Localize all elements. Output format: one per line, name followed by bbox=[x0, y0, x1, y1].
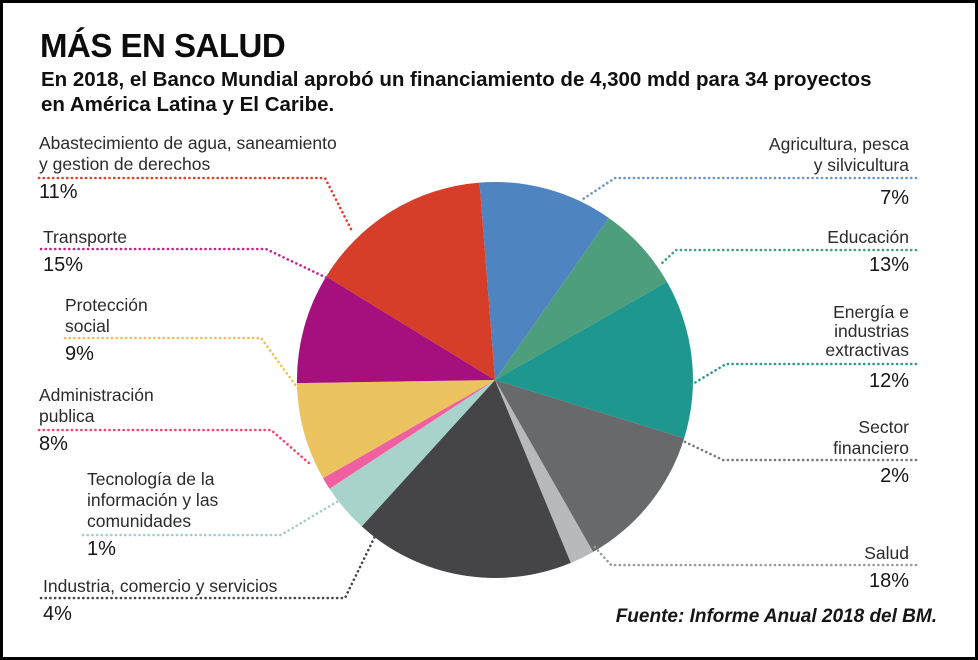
chart-subtitle: En 2018, el Banco Mundial aprobó un fina… bbox=[41, 67, 871, 117]
callout-percentage: 2% bbox=[880, 465, 909, 487]
callout-label-line: información y las bbox=[87, 490, 219, 510]
callout-percentage: 13% bbox=[868, 254, 909, 276]
callout-label-line: Educación bbox=[827, 227, 909, 247]
callout-label-line: social bbox=[65, 316, 110, 336]
pie-slice-2 bbox=[495, 281, 693, 439]
callout-percentage: 8% bbox=[39, 433, 68, 455]
pie-slice-3 bbox=[495, 380, 685, 552]
callout-label-line: Tecnología de la bbox=[87, 469, 215, 489]
callout-label-line: Abastecimiento de agua, saneamiento bbox=[39, 133, 337, 153]
callout-administracion-publica: Administración publica 8% bbox=[39, 385, 154, 455]
callout-label-line: extractivas bbox=[825, 340, 909, 360]
callout-label-line: Administración bbox=[39, 385, 154, 405]
pie-slice-5 bbox=[361, 380, 571, 578]
pie-slice-6 bbox=[329, 380, 495, 527]
pie-slice-8 bbox=[297, 380, 495, 479]
callout-label-line: financiero bbox=[833, 438, 909, 458]
callout-transporte: Transporte 15% bbox=[43, 227, 127, 276]
callout-label-line: comunidades bbox=[87, 511, 192, 531]
callout-label-line: Transporte bbox=[43, 227, 127, 247]
pie-slice-0 bbox=[479, 181, 609, 380]
callout-sector-financiero: Sector financiero 2% bbox=[833, 417, 909, 487]
callout-percentage: 12% bbox=[868, 370, 909, 392]
callout-label-line: industrias bbox=[834, 321, 909, 341]
callout-proteccion-social: Protección social 9% bbox=[65, 295, 148, 365]
callout-label-line: y gestion de derechos bbox=[39, 154, 211, 174]
callout-label-line: y silvicultura bbox=[813, 155, 909, 175]
callout-percentage: 4% bbox=[43, 603, 72, 625]
callout-percentage: 11% bbox=[39, 181, 78, 203]
callout-percentage: 18% bbox=[868, 570, 909, 592]
pie-slice-10 bbox=[326, 182, 495, 380]
callout-label-line: Salud bbox=[864, 543, 909, 563]
chart-subtitle-line2: en América Latina y El Caribe. bbox=[41, 93, 335, 116]
callout-abastecimiento: Abastecimiento de agua, saneamiento y ge… bbox=[39, 133, 337, 203]
callout-percentage: 15% bbox=[43, 254, 84, 276]
callout-agricultura: Agricultura, pesca y silvicultura 7% bbox=[769, 134, 909, 209]
callout-label-line: Sector bbox=[858, 417, 909, 437]
pie-slice-9 bbox=[296, 276, 495, 384]
callout-energia: Energía e industrias extractivas 12% bbox=[825, 302, 909, 392]
callout-salud: Salud 18% bbox=[864, 543, 909, 592]
callout-tecnologia: Tecnología de la información y las comun… bbox=[87, 469, 218, 560]
source-credit: Fuente: Informe Anual 2018 del BM. bbox=[615, 606, 937, 627]
callout-percentage: 9% bbox=[65, 343, 94, 365]
callout-label-line: Energía e bbox=[833, 302, 909, 322]
callout-industria: Industria, comercio y servicios 4% bbox=[43, 576, 277, 625]
callout-percentage: 7% bbox=[880, 187, 909, 209]
callout-label-line: publica bbox=[39, 406, 95, 426]
callout-percentage: 1% bbox=[87, 538, 116, 560]
chart-title: MÁS EN SALUD bbox=[40, 27, 286, 64]
callout-label-line: Protección bbox=[65, 295, 148, 315]
callout-label-line: Industria, comercio y servicios bbox=[43, 576, 278, 596]
callout-educacion: Educación 13% bbox=[827, 227, 909, 276]
chart-subtitle-line1: En 2018, el Banco Mundial aprobó un fina… bbox=[41, 68, 872, 91]
callout-label-line: Agricultura, pesca bbox=[768, 134, 909, 154]
pie-slice-1 bbox=[495, 218, 667, 380]
pie-slice-4 bbox=[495, 380, 594, 563]
pie bbox=[296, 181, 693, 578]
pie-slice-7 bbox=[323, 380, 495, 489]
